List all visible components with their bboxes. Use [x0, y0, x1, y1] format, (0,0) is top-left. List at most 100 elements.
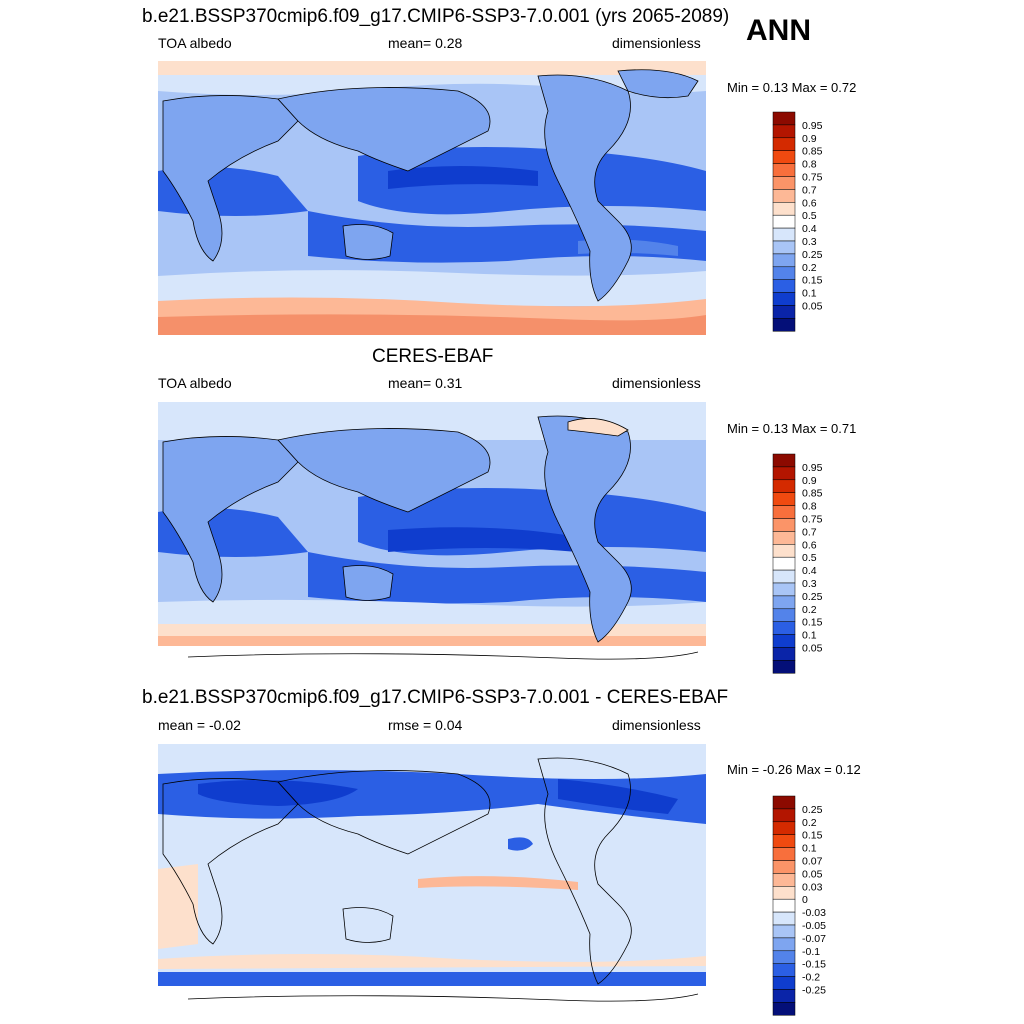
colorbar-tick-label: 0.85 [802, 146, 823, 158]
colorbar-tick-label: 0.2 [802, 817, 817, 829]
colorbar-tick-label: 0.07 [802, 856, 823, 868]
panel1-mean-label: mean= 0.28 [388, 35, 463, 51]
panel3-mean-label: mean = -0.02 [158, 717, 241, 733]
colorbar-tick-label: 0.7 [802, 184, 817, 196]
colorbar-swatch [772, 531, 796, 545]
panel2-map [158, 402, 706, 676]
colorbar-swatch [772, 808, 796, 823]
colorbar-swatch [772, 911, 796, 926]
colorbar-tick-label: 0.05 [802, 301, 823, 313]
colorbar-swatch [772, 976, 796, 990]
panel1-map [158, 61, 706, 335]
colorbar-tick-label: 0.7 [802, 526, 817, 538]
colorbar-tick-label: 0.15 [802, 275, 823, 287]
colorbar-tick-label: 0.8 [802, 501, 817, 513]
panel2-colorbar: 0.950.90.850.80.750.70.60.50.40.30.250.2… [772, 453, 823, 674]
colorbar-tick-label: 0.1 [802, 288, 817, 300]
colorbar-tick-label: 0.25 [802, 804, 823, 816]
colorbar-swatch [772, 189, 796, 203]
colorbar-swatch [772, 176, 796, 190]
colorbar-swatch [772, 505, 796, 519]
colorbar-tick-label: 0.5 [802, 210, 817, 222]
panel1-variable-label: TOA albedo [158, 35, 232, 51]
colorbar-swatch [772, 647, 796, 661]
colorbar-tick-label: 0.25 [802, 591, 823, 603]
colorbar-tick-label: 0.95 [802, 462, 823, 474]
panel1-units-label: dimensionless [612, 35, 701, 51]
panel2-units-label: dimensionless [612, 375, 701, 391]
colorbar-swatch [772, 124, 796, 139]
colorbar-swatch [772, 660, 796, 674]
panel3-rmse-label: rmse = 0.04 [388, 717, 463, 733]
colorbar-tick-label: 0.03 [802, 881, 823, 893]
panel3-minmax-label: Min = -0.26 Max = 0.12 [727, 762, 861, 777]
colorbar-tick-label: 0.3 [802, 236, 817, 248]
colorbar-tick-label: 0.15 [802, 830, 823, 842]
colorbar-tick-label: 0.05 [802, 643, 823, 655]
colorbar-tick-label: 0.2 [802, 262, 817, 274]
colorbar-swatch [772, 305, 796, 319]
colorbar-swatch [772, 937, 796, 952]
season-label: ANN [746, 14, 811, 47]
colorbar-tick-label: -0.1 [802, 946, 820, 958]
colorbar-tick-label: 0.6 [802, 197, 817, 209]
colorbar-swatch [772, 111, 796, 126]
colorbar-swatch [772, 266, 796, 280]
colorbar-swatch [772, 253, 796, 268]
colorbar-tick-label: 0.4 [802, 223, 817, 235]
colorbar-tick-label: 0.25 [802, 249, 823, 261]
panel2-variable-label: TOA albedo [158, 375, 232, 391]
colorbar-tick-label: -0.2 [802, 972, 820, 984]
colorbar-swatch [772, 582, 796, 597]
colorbar-tick-label: 0.75 [802, 514, 823, 526]
colorbar-swatch [772, 150, 796, 164]
colorbar-swatch [772, 989, 796, 1003]
colorbar-tick-label: 0.8 [802, 159, 817, 171]
colorbar-swatch [772, 924, 796, 939]
colorbar-swatch [772, 898, 796, 913]
colorbar-tick-label: -0.05 [802, 920, 826, 932]
colorbar-tick-label: -0.15 [802, 959, 826, 971]
colorbar-swatch [772, 214, 796, 229]
colorbar-tick-label: -0.25 [802, 985, 826, 997]
colorbar-swatch [772, 279, 796, 293]
colorbar-swatch [772, 873, 796, 887]
colorbar-swatch [772, 202, 796, 216]
colorbar-tick-label: 0.9 [802, 133, 817, 145]
colorbar-tick-label: 0.5 [802, 552, 817, 564]
panel2-minmax-label: Min = 0.13 Max = 0.71 [727, 421, 857, 436]
panel1-colorbar: 0.950.90.850.80.750.70.60.50.40.30.250.2… [772, 111, 823, 332]
panel3-title: b.e21.BSSP370cmip6.f09_g17.CMIP6-SSP3-7.… [142, 687, 729, 708]
colorbar-swatch [772, 795, 796, 810]
colorbar-swatch [772, 292, 796, 306]
colorbar-tick-label: 0.1 [802, 843, 817, 855]
colorbar-tick-label: 0.1 [802, 630, 817, 642]
colorbar-swatch [772, 479, 796, 493]
colorbar-swatch [772, 544, 796, 558]
colorbar-swatch [772, 518, 796, 532]
colorbar-swatch [772, 634, 796, 648]
colorbar-tick-label: 0.75 [802, 172, 823, 184]
colorbar-swatch [772, 963, 796, 977]
colorbar-tick-label: 0.3 [802, 578, 817, 590]
colorbar-swatch [772, 240, 796, 255]
colorbar-swatch [772, 1002, 796, 1016]
colorbar-swatch [772, 886, 796, 900]
colorbar-swatch [772, 453, 796, 468]
colorbar-swatch [772, 608, 796, 622]
panel3-colorbar: 0.250.20.150.10.070.050.030-0.03-0.05-0.… [772, 795, 826, 1016]
panel1-title: b.e21.BSSP370cmip6.f09_g17.CMIP6-SSP3-7.… [142, 6, 730, 27]
colorbar-swatch [772, 834, 796, 848]
colorbar-swatch [772, 137, 796, 151]
colorbar-tick-label: 0.15 [802, 617, 823, 629]
panel2-mean-label: mean= 0.31 [388, 375, 463, 391]
colorbar-tick-label: 0.6 [802, 539, 817, 551]
colorbar-tick-label: 0.2 [802, 604, 817, 616]
colorbar-swatch [772, 163, 796, 177]
colorbar-swatch [772, 847, 796, 861]
colorbar-swatch [772, 595, 796, 610]
colorbar-swatch [772, 466, 796, 481]
panel3-map [158, 744, 706, 1018]
colorbar-swatch [772, 950, 796, 964]
panel3-units-label: dimensionless [612, 717, 701, 733]
